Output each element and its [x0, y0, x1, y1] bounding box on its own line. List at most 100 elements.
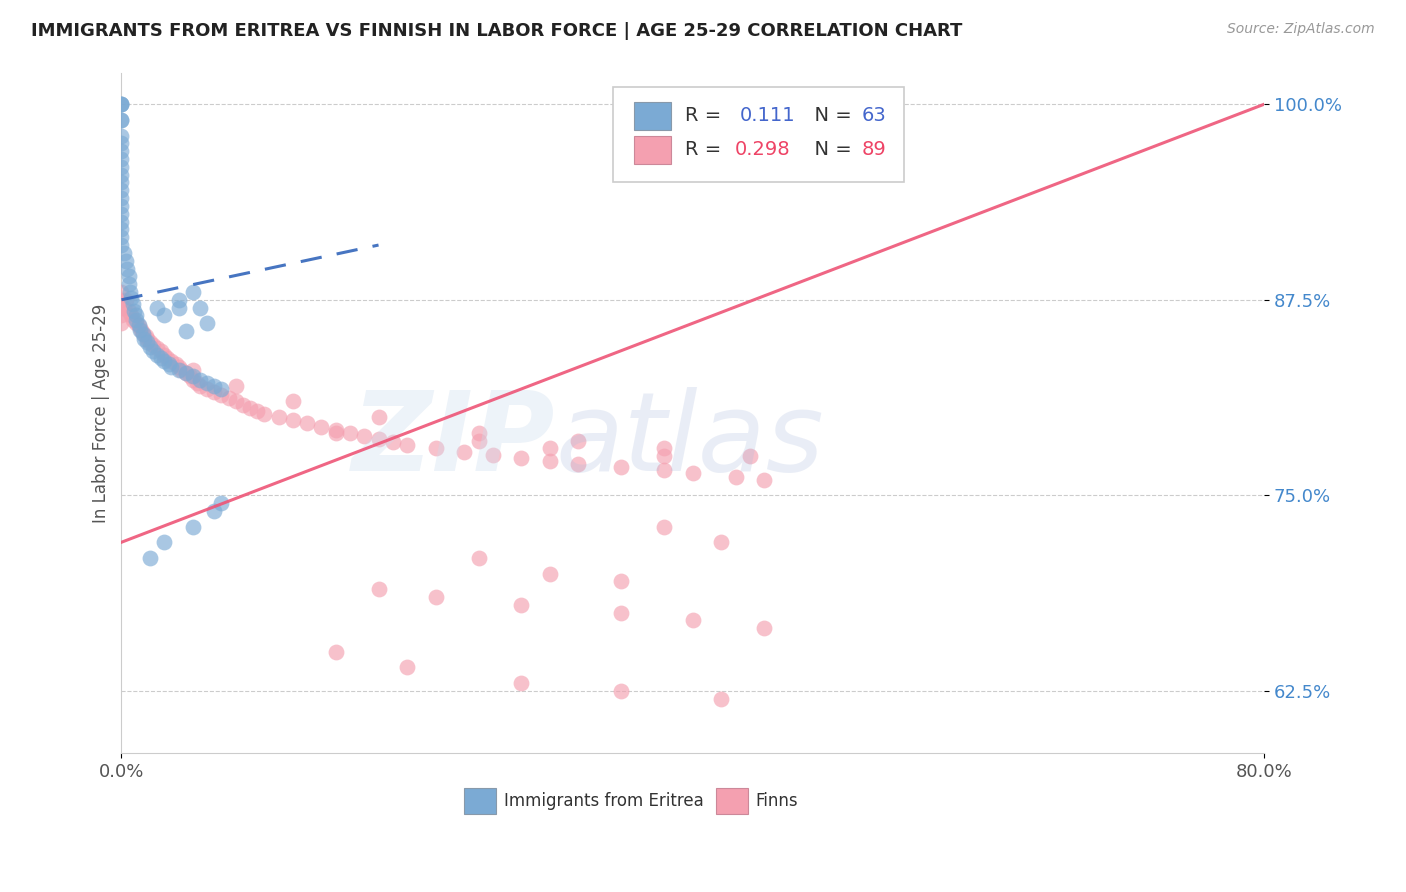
Point	[396, 438, 419, 452]
Point	[142, 338, 165, 352]
Point	[125, 313, 148, 327]
Point	[110, 112, 132, 127]
Point	[110, 238, 132, 252]
Text: ZIP: ZIP	[352, 387, 555, 494]
Point	[153, 309, 176, 323]
Point	[156, 351, 179, 365]
Bar	[716, 789, 748, 814]
Point	[125, 309, 148, 323]
Point	[129, 322, 152, 336]
Text: R =: R =	[685, 140, 727, 160]
Bar	[634, 102, 671, 130]
Point	[146, 341, 169, 355]
Point	[567, 434, 589, 448]
Point	[567, 457, 589, 471]
Point	[174, 367, 197, 381]
Point	[325, 645, 347, 659]
Text: 63: 63	[862, 106, 887, 126]
Point	[110, 222, 132, 236]
Point	[134, 332, 156, 346]
Point	[136, 332, 159, 346]
Point	[110, 97, 132, 112]
Point	[209, 382, 232, 396]
Point	[425, 590, 447, 604]
Point	[160, 353, 183, 368]
Point	[132, 326, 155, 340]
Point	[160, 360, 183, 375]
Point	[218, 392, 240, 406]
Point	[367, 432, 389, 446]
Point	[181, 285, 204, 299]
Text: N =: N =	[803, 106, 859, 126]
Point	[202, 504, 225, 518]
Point	[150, 351, 173, 365]
Point	[112, 301, 135, 315]
Point	[132, 327, 155, 342]
Point	[652, 463, 675, 477]
Point	[181, 363, 204, 377]
Point	[267, 410, 290, 425]
Point	[124, 303, 146, 318]
Point	[202, 379, 225, 393]
Point	[110, 97, 132, 112]
Point	[425, 442, 447, 456]
Point	[122, 313, 145, 327]
Point	[146, 301, 169, 315]
Point	[610, 460, 633, 475]
Point	[186, 376, 208, 390]
Point	[209, 388, 232, 402]
Point	[146, 347, 169, 361]
Point	[174, 367, 197, 381]
Point	[135, 328, 157, 343]
Point	[170, 363, 193, 377]
Point	[239, 401, 262, 415]
Point	[510, 598, 533, 612]
Point	[188, 373, 211, 387]
Point	[467, 434, 489, 448]
Text: 0.298: 0.298	[735, 140, 790, 160]
Point	[467, 425, 489, 440]
Point	[325, 423, 347, 437]
Point	[188, 301, 211, 315]
Point	[253, 407, 276, 421]
Point	[142, 344, 165, 359]
Point	[232, 398, 254, 412]
Text: IMMIGRANTS FROM ERITREA VS FINNISH IN LABOR FORCE | AGE 25-29 CORRELATION CHART: IMMIGRANTS FROM ERITREA VS FINNISH IN LA…	[31, 22, 962, 40]
Point	[682, 614, 704, 628]
Point	[281, 394, 304, 409]
Text: Finns: Finns	[755, 792, 799, 810]
Point	[367, 582, 389, 597]
Point	[139, 334, 162, 349]
FancyBboxPatch shape	[613, 87, 904, 182]
Point	[610, 684, 633, 698]
Point	[122, 297, 145, 311]
Point	[167, 363, 190, 377]
Point	[181, 369, 204, 384]
Point	[181, 373, 204, 387]
Point	[652, 449, 675, 463]
Point	[110, 293, 132, 307]
Point	[153, 535, 176, 549]
Text: Immigrants from Eritrea: Immigrants from Eritrea	[505, 792, 704, 810]
Point	[114, 293, 136, 307]
Point	[174, 324, 197, 338]
Point	[453, 444, 475, 458]
Point	[538, 566, 561, 581]
Point	[167, 293, 190, 307]
Point	[110, 301, 132, 315]
Point	[538, 454, 561, 468]
Point	[110, 214, 132, 228]
Point	[724, 469, 747, 483]
Text: N =: N =	[803, 140, 859, 160]
Point	[110, 176, 132, 190]
Point	[128, 318, 150, 332]
Point	[125, 316, 148, 330]
Point	[738, 449, 761, 463]
Point	[754, 621, 776, 635]
Point	[396, 660, 419, 674]
Point	[131, 322, 153, 336]
Point	[538, 442, 561, 456]
Point	[339, 425, 361, 440]
Point	[110, 168, 132, 182]
Point	[179, 369, 201, 384]
